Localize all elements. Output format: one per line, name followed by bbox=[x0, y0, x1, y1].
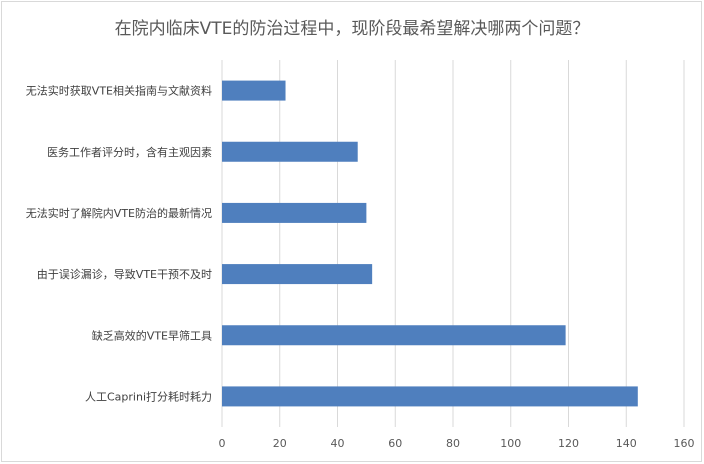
x-tick-label: 140 bbox=[616, 437, 637, 450]
category-label: 由于误诊漏诊，导致VTE干预不及时 bbox=[37, 267, 212, 281]
bars bbox=[222, 80, 638, 407]
category-label: 人工Caprini打分耗时耗力 bbox=[85, 389, 212, 403]
bar bbox=[222, 264, 373, 285]
bar bbox=[222, 80, 286, 101]
bar bbox=[222, 386, 638, 407]
category-label: 无法实时获取VTE相关指南与文献资料 bbox=[26, 84, 212, 98]
x-tick-label: 160 bbox=[674, 437, 695, 450]
bar bbox=[222, 141, 358, 162]
category-label: 医务工作者评分时，含有主观因素 bbox=[47, 145, 212, 159]
grid-lines bbox=[221, 60, 685, 427]
x-tick-label: 60 bbox=[388, 437, 402, 450]
bar bbox=[222, 202, 367, 223]
x-tick-label: 20 bbox=[273, 437, 287, 450]
category-label: 无法实时了解院内VTE防治的最新情况 bbox=[26, 206, 212, 220]
x-tick-label: 40 bbox=[331, 437, 345, 450]
category-label: 缺乏高效的VTE早筛工具 bbox=[92, 328, 212, 342]
x-axis-ticks: 0 20 40 60 80 100 120 140 160 bbox=[219, 437, 695, 450]
x-tick-label: 100 bbox=[500, 437, 521, 450]
bar bbox=[222, 325, 566, 346]
x-tick-label: 80 bbox=[446, 437, 460, 450]
x-tick-label: 120 bbox=[558, 437, 579, 450]
x-tick-label: 0 bbox=[219, 437, 226, 450]
chart-title: 在院内临床VTE的防治过程中，现阶段最希望解决哪两个问题？ bbox=[114, 19, 590, 39]
category-labels: 无法实时获取VTE相关指南与文献资料医务工作者评分时，含有主观因素无法实时了解院… bbox=[26, 84, 212, 404]
